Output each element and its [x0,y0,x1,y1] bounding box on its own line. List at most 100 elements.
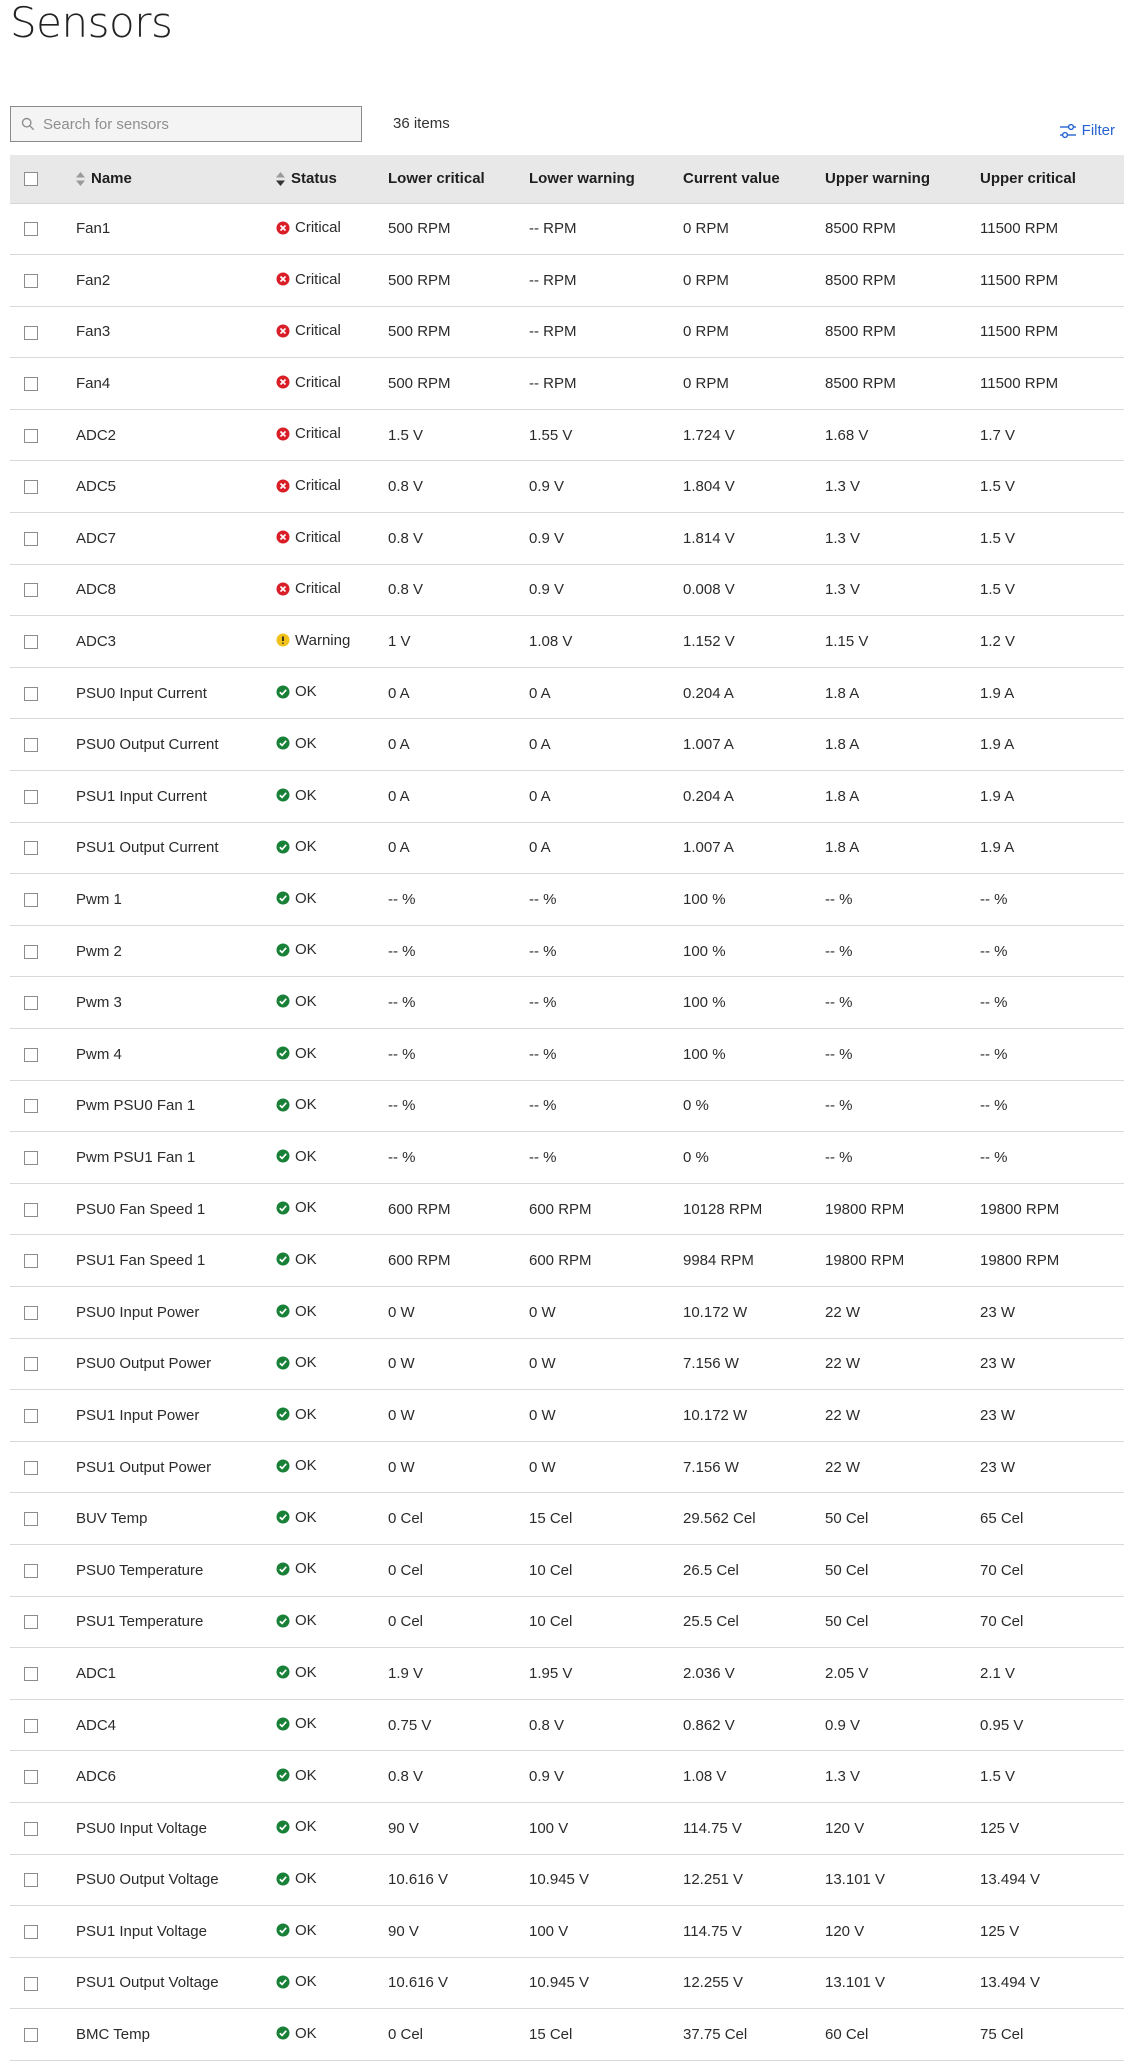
table-row[interactable]: Fan1 Critical 500 RPM -- RPM 0 RPM 8500 RPM 11… [10,203,1124,255]
table-row[interactable]: PSU0 Input Power OK 0 W 0 W 10.172 W 22 W 23 W [10,1286,1124,1339]
table-row[interactable]: PSU1 Fan Speed 1 OK 600 RPM 600 RPM 9984 RPM… [10,1235,1124,1287]
table-row[interactable]: Fan4 Critical 500 RPM -- RPM 0 RPM 8500 RPM 11… [10,358,1124,410]
upper-critical-value: 19800 RPM [980,1252,1060,1270]
row-checkbox[interactable] [24,1770,38,1785]
row-checkbox[interactable] [24,686,38,701]
table-row[interactable]: Pwm 1 OK -- % -- % 100 % -- % -- % [10,874,1124,926]
sensor-status: OK [272,1235,388,1287]
filter-button[interactable]: Filter [1059,122,1115,139]
row-checkbox[interactable] [24,1099,38,1114]
row-checkbox[interactable] [24,325,38,340]
row-checkbox[interactable] [24,789,38,804]
ok-icon [276,1459,290,1473]
items-count: 36 items [393,115,450,132]
row-checkbox[interactable] [24,893,38,908]
row-checkbox[interactable] [24,377,38,392]
row-checkbox[interactable] [24,2028,38,2043]
select-all-cell [10,155,62,204]
upper-warning-value: 13.101 V [825,1871,886,1889]
table-row[interactable]: ADC7 Critical 0.8 V 0.9 V 1.814 V 1.3 V 1.5 V [10,513,1124,565]
table-row[interactable]: PSU1 Output Voltage OK 10.616 V 10.945 V 12.… [10,1957,1124,2009]
row-checkbox[interactable] [24,480,38,495]
row-checkbox[interactable] [24,1151,38,1166]
ok-icon [276,1975,290,1989]
lower-critical-value: 0 W [388,1458,415,1476]
row-checkbox[interactable] [24,1924,38,1939]
row-checkbox[interactable] [24,531,38,546]
sensor-status: OK [272,1029,388,1081]
table-row[interactable]: PSU0 Input Current OK 0 A 0 A 0.204 A 1.8 A 1.… [10,667,1124,719]
row-checkbox[interactable] [24,1615,38,1630]
table-row[interactable]: PSU0 Temperature OK 0 Cel 10 Cel 26.5 Cel 50 … [10,1544,1124,1597]
row-checkbox[interactable] [24,1254,38,1269]
current-value: 100 % [683,994,726,1012]
table-row[interactable]: Pwm 2 OK -- % -- % 100 % -- % -- % [10,925,1124,977]
row-select-cell [10,1906,62,1958]
current-value: 114.75 V [683,1922,742,1940]
table-row[interactable]: ADC5 Critical 0.8 V 0.9 V 1.804 V 1.3 V 1.5 V [10,461,1124,513]
upper-critical-value: 125 V [980,1819,1020,1837]
status-badge: Critical [276,425,341,442]
row-checkbox[interactable] [24,1357,38,1372]
row-checkbox[interactable] [24,1408,38,1423]
row-checkbox[interactable] [24,222,38,237]
row-select-cell [10,409,62,461]
row-checkbox[interactable] [24,428,38,443]
table-row[interactable]: Fan3 Critical 500 RPM -- RPM 0 RPM 8500 RPM 11… [10,306,1124,358]
upper-critical-value: 1.9 A [980,839,1015,857]
table-row[interactable]: PSU1 Output Power OK 0 W 0 W 7.156 W 22 W 23 W [10,1441,1124,1493]
table-row[interactable]: ADC3 Warning 1 V 1.08 V 1.152 V 1.15 V 1.2 V [10,616,1124,668]
table-row[interactable]: PSU0 Fan Speed 1 OK 600 RPM 600 RPM 10128 RP… [10,1183,1124,1235]
row-checkbox[interactable] [24,635,38,650]
table-row[interactable]: PSU1 Temperature OK 0 Cel 10 Cel 25.5 Cel 50 … [10,1596,1124,1648]
row-checkbox[interactable] [24,1305,38,1320]
table-row[interactable]: BMC Temp OK 0 Cel 15 Cel 37.75 Cel 60 Cel 75 C… [10,2009,1124,2061]
row-checkbox[interactable] [24,583,38,598]
table-row[interactable]: Pwm PSU0 Fan 1 OK -- % -- % 0 % -- % -- % [10,1080,1124,1132]
row-checkbox[interactable] [24,1873,38,1888]
table-row[interactable]: Pwm 4 OK -- % -- % 100 % -- % -- % [10,1029,1124,1081]
table-row[interactable]: Pwm 3 OK -- % -- % 100 % -- % -- % [10,977,1124,1029]
row-checkbox[interactable] [24,944,38,959]
search-input[interactable] [41,114,345,134]
row-checkbox[interactable] [24,1512,38,1527]
row-checkbox[interactable] [24,841,38,856]
row-checkbox[interactable] [24,1821,38,1836]
table-row[interactable]: ADC2 Critical 1.5 V 1.55 V 1.724 V 1.68 V 1.7 … [10,409,1124,461]
table-row[interactable]: Fan2 Critical 500 RPM -- RPM 0 RPM 8500 RPM 11… [10,255,1124,307]
table-row[interactable]: ADC1 OK 1.9 V 1.95 V 2.036 V 2.05 V 2.1 V [10,1648,1124,1700]
column-header-name[interactable]: Name [62,155,272,204]
row-checkbox[interactable] [24,738,38,753]
table-row[interactable]: PSU1 Input Current OK 0 A 0 A 0.204 A 1.8 A 1.… [10,771,1124,823]
table-row[interactable]: ADC6 OK 0.8 V 0.9 V 1.08 V 1.3 V 1.5 V [10,1751,1124,1803]
status-label: OK [295,992,317,1010]
table-row[interactable]: PSU1 Input Power OK 0 W 0 W 10.172 W 22 W 23 W [10,1390,1124,1442]
table-row[interactable]: PSU1 Output Current OK 0 A 0 A 1.007 A 1.8 A 1… [10,822,1124,874]
row-checkbox[interactable] [24,1666,38,1681]
lower-critical-value: 0 A [388,839,410,857]
row-checkbox[interactable] [24,1460,38,1475]
row-checkbox[interactable] [24,273,38,288]
search-box[interactable] [10,106,362,142]
current-value: 12.251 V [683,1871,744,1889]
row-checkbox[interactable] [24,996,38,1011]
table-row[interactable]: PSU1 Input Voltage OK 90 V 100 V 114.75 V 120… [10,1906,1124,1958]
status-badge: OK [276,1767,317,1784]
table-row[interactable]: ADC4 OK 0.75 V 0.8 V 0.862 V 0.9 V 0.95 V [10,1699,1124,1751]
select-all-checkbox[interactable] [24,172,38,187]
column-header-status[interactable]: Status [272,155,388,204]
row-checkbox[interactable] [24,1202,38,1217]
row-checkbox[interactable] [24,1563,38,1578]
row-checkbox[interactable] [24,1718,38,1733]
table-row[interactable]: PSU0 Output Current OK 0 A 0 A 1.007 A 1.8 A 1… [10,719,1124,771]
table-row[interactable]: BUV Temp OK 0 Cel 15 Cel 29.562 Cel 50 Cel 65 … [10,1493,1124,1545]
row-checkbox[interactable] [24,1976,38,1991]
table-row[interactable]: PSU0 Output Power OK 0 W 0 W 7.156 W 22 W 23 W [10,1338,1124,1390]
row-select-cell [10,1493,62,1545]
lower-critical-value: 500 RPM [388,375,451,393]
row-checkbox[interactable] [24,1047,38,1062]
table-row[interactable]: ADC8 Critical 0.8 V 0.9 V 0.008 V 1.3 V 1.5 V [10,564,1124,616]
table-row[interactable]: PSU0 Output Voltage OK 10.616 V 10.945 V 12.… [10,1854,1124,1906]
table-row[interactable]: Pwm PSU1 Fan 1 OK -- % -- % 0 % -- % -- % [10,1132,1124,1184]
table-row[interactable]: PSU0 Input Voltage OK 90 V 100 V 114.75 V 120… [10,1802,1124,1854]
